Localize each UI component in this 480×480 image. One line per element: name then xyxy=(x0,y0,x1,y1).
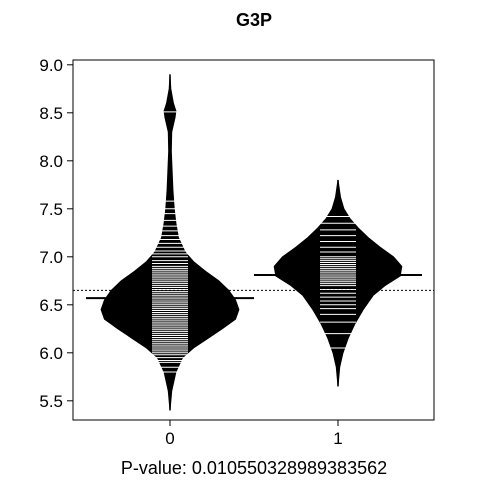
y-tick-label: 6.5 xyxy=(39,296,63,315)
x-tick-label: 0 xyxy=(165,429,174,448)
y-tick-label: 5.5 xyxy=(39,392,63,411)
bean-group-1 xyxy=(254,179,422,387)
y-tick-label: 8.5 xyxy=(39,104,63,123)
y-tick-label: 6.0 xyxy=(39,344,63,363)
bean-group-0 xyxy=(86,74,254,411)
y-tick-label: 7.0 xyxy=(39,248,63,267)
y-tick-label: 7.5 xyxy=(39,200,63,219)
chart-title: G3P xyxy=(236,10,272,30)
x-axis-label: P-value: 0.010550328989383562 xyxy=(121,458,387,478)
plot-frame xyxy=(72,59,435,421)
beans-layer xyxy=(86,74,422,411)
y-tick-label: 8.0 xyxy=(39,152,63,171)
y-tick-label: 9.0 xyxy=(39,56,63,75)
x-tick-label: 1 xyxy=(333,429,342,448)
y-axis: 5.5 6.0 6.5 7.0 7.5 8.0 8.5 9.0 xyxy=(39,56,73,411)
